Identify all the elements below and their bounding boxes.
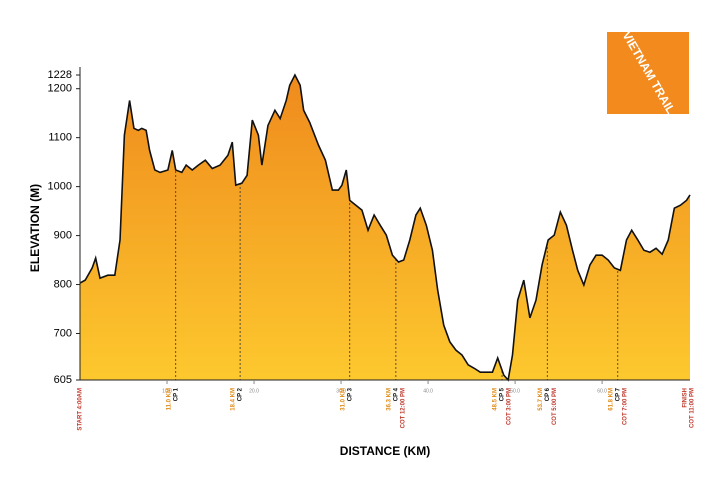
- y-tick-label: 1100: [48, 132, 72, 144]
- checkpoint-name: CP 5: [500, 387, 506, 401]
- checkpoint-distance: 31.0 KM: [340, 388, 346, 411]
- checkpoint-name: CP 6: [545, 387, 551, 401]
- y-axis-label: ELEVATION (M): [28, 184, 42, 272]
- y-tick-label: 900: [54, 229, 72, 241]
- x-axis-label: DISTANCE (KM): [340, 444, 430, 458]
- checkpoint-distance: 48.5 KM: [493, 388, 499, 411]
- checkpoint-name: CP 4: [393, 387, 399, 401]
- checkpoint-distance: 61.8 KM: [608, 388, 614, 411]
- x-tick-label: 30.0: [336, 388, 346, 394]
- x-tick-label: 50.0: [510, 388, 520, 394]
- checkpoint-cot: COT 3:00 PM: [507, 388, 513, 425]
- checkpoint-distance: 18.4 KM: [231, 388, 237, 411]
- checkpoint-name: CP 3: [347, 387, 353, 401]
- x-tick-label: 20.0: [249, 388, 259, 394]
- checkpoint-distance: 36.3 KM: [386, 388, 392, 411]
- checkpoint-cot: COT 5:00 PM: [552, 388, 558, 425]
- y-tick-label: 605: [54, 374, 72, 386]
- y-tick-label: 1228: [48, 69, 72, 81]
- checkpoint-name: CP 7: [615, 387, 621, 401]
- y-tick-label: 700: [54, 327, 72, 339]
- checkpoint-distance: 53.7 KM: [538, 388, 544, 411]
- x-tick-label: 40.0: [423, 388, 433, 394]
- y-tick-label: 800: [54, 278, 72, 290]
- y-tick-label: 1000: [48, 181, 72, 193]
- elevation-area: [80, 75, 690, 380]
- finish-label: FINISH: [683, 388, 689, 408]
- elevation-line: [79, 73, 691, 382]
- finish-cot: COT 11:00 PM: [690, 388, 696, 428]
- x-tick-label: 60.0: [597, 388, 607, 394]
- checkpoint-cot: COT 7:00 PM: [622, 388, 628, 425]
- checkpoint-distance: 11.0 KM: [166, 388, 172, 410]
- x-tick-label: 10.0: [162, 388, 172, 394]
- checkpoint-cot: COT 12:00 PM: [400, 388, 406, 428]
- logo: [607, 32, 689, 114]
- start-label: START 4:00AM: [78, 388, 84, 431]
- y-tick-label: 1200: [48, 83, 72, 95]
- checkpoint-name: CP 2: [238, 387, 244, 401]
- checkpoint-name: CP 1: [173, 387, 179, 401]
